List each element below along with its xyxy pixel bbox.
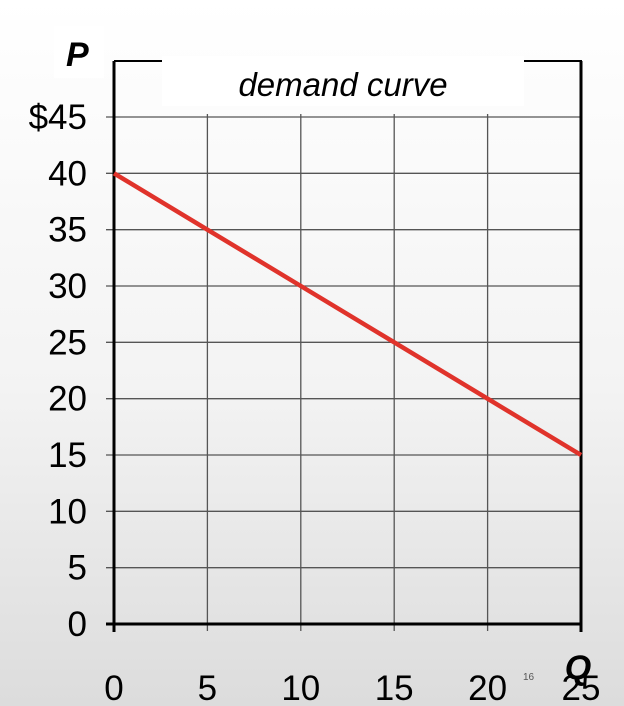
x-tick-labels: 0 5 10 15 20 25 [104, 669, 600, 706]
x-tick-label: 0 [104, 669, 123, 706]
x-tick-label: 5 [198, 669, 217, 706]
series [112, 171, 583, 457]
chart-title-box [162, 56, 524, 106]
demand-line [112, 171, 583, 457]
y-tick-labels: 0 5 10 15 20 25 30 35 40 $45 [29, 98, 87, 644]
y-tick-label: 35 [48, 211, 87, 250]
x-tick-label: 20 [468, 669, 507, 706]
y-tick-label: 15 [48, 436, 87, 475]
y-tick-label: 25 [48, 323, 87, 362]
y-tick-label: 10 [48, 492, 87, 531]
x-tick-label: 25 [562, 669, 601, 706]
y-tick-label: 0 [68, 605, 87, 644]
x-tick-label: 15 [375, 669, 414, 706]
x-axis-label: Q [565, 649, 591, 687]
slide-number: 16 [523, 672, 535, 683]
x-tick-label: 10 [281, 669, 320, 706]
chart-title: demand curve [238, 66, 447, 103]
y-tick-label: $45 [29, 98, 87, 137]
y-tick-label: 5 [68, 549, 87, 588]
grid [106, 114, 581, 631]
y-tick-label: 40 [48, 154, 87, 193]
y-tick-label: 20 [48, 380, 87, 419]
y-tick-label: 30 [48, 267, 87, 306]
plot-frame [106, 60, 583, 632]
y-axis-label: P [66, 36, 89, 74]
y-axis-label-box [54, 26, 104, 78]
